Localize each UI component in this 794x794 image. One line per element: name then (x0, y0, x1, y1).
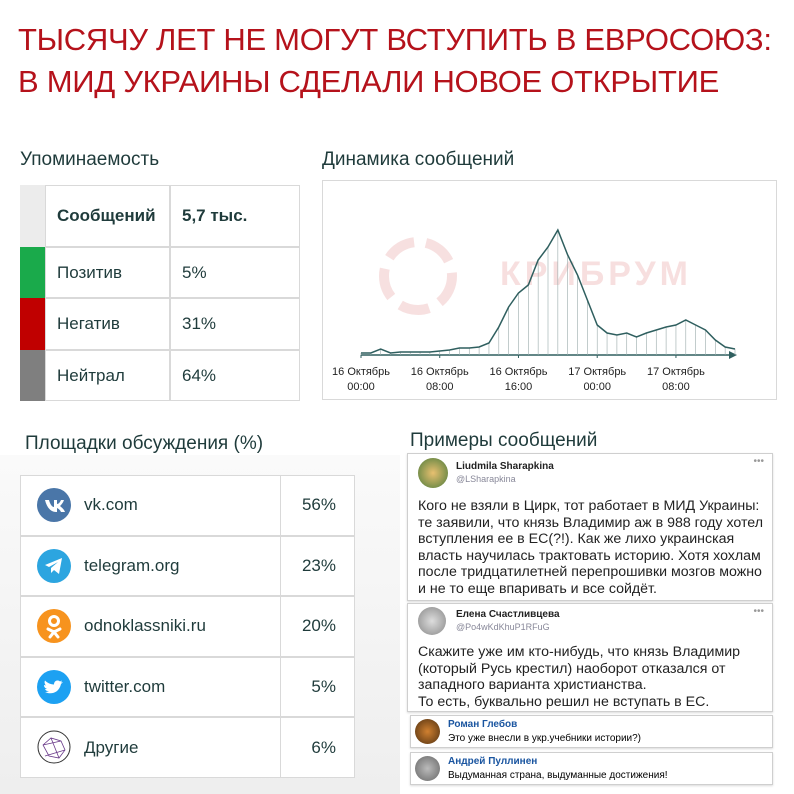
post-author: Роман Глебов (448, 719, 518, 730)
icon (37, 548, 71, 583)
row-value: 5% (170, 247, 300, 298)
icon (37, 730, 71, 764)
row-value: 64% (170, 350, 300, 401)
platform-name: twitter.com (20, 656, 281, 718)
icon (37, 669, 71, 704)
section-title: Упоминаемость (20, 149, 160, 170)
icon (37, 488, 71, 522)
series-line (361, 228, 736, 354)
platform-icon (37, 609, 71, 644)
post-card: Liudmila Sharapkina @LSharapkina ••• Ког… (407, 453, 773, 601)
platform-icon (37, 730, 71, 764)
title-line: В МИД УКРАИНЫ СДЕЛАЛИ НОВОЕ ОТКРЫТИЕ (18, 64, 719, 99)
x-tick-label: 17 Октябрь 08:00 (646, 366, 705, 393)
color-strip (20, 298, 45, 350)
x-tick-label: 16 Октябрь 08:00 (410, 366, 469, 393)
post-text: Это уже внесли в укр.учебники истории?) (448, 733, 642, 744)
icon (37, 609, 71, 644)
menu-dots[interactable]: ••• (753, 456, 764, 467)
x-tick-label: 16 Октябрь 00:00 (332, 366, 390, 393)
avatar (418, 607, 446, 635)
row-label: Позитив (45, 247, 170, 298)
avatar (418, 458, 448, 488)
post-text: Скажите уже им кто-нибудь, что князь Вла… (418, 644, 741, 710)
color-strip (20, 247, 45, 298)
section-title: Площадки обсуждения (%) (25, 433, 264, 454)
post-card: Роман Глебов Это уже внесли в укр.учебни… (410, 715, 773, 748)
platform-value: 5% (280, 656, 355, 718)
post-handle: @Po4wKdKhuP1RFuG (456, 622, 550, 632)
post-handle: @LSharapkina (456, 474, 516, 484)
section-title: Динамика сообщений (322, 149, 515, 170)
post-text: Выдуманная страна, выдуманные достижения… (448, 770, 668, 781)
avatar (415, 719, 440, 744)
platform-value: 56% (280, 475, 355, 536)
post-author: Андрей Пуллинен (448, 756, 538, 767)
platform-icon (37, 548, 71, 583)
row-value: 31% (170, 298, 300, 350)
color-strip (20, 350, 45, 401)
section-title: Примеры сообщений (410, 430, 598, 451)
x-tick-label: 17 Октябрь 00:00 (568, 366, 627, 393)
post-author: Елена Счастливцева (456, 609, 560, 620)
post-card: Елена Счастливцева @Po4wKdKhuP1RFuG ••• … (407, 603, 773, 712)
row-label: Сообщений (45, 185, 170, 247)
chart-frame (322, 180, 777, 400)
platform-value: 6% (280, 717, 355, 778)
platform-value: 23% (280, 535, 355, 597)
post-card: Андрей Пуллинен Выдуманная страна, выдум… (410, 752, 773, 785)
post-text: Кого не взяли в Цирк, тот работает в МИД… (418, 498, 763, 597)
row-label: Нейтрал (45, 350, 170, 401)
watermark-logo (379, 237, 457, 315)
row-value: 5,7 тыс. (170, 185, 300, 247)
title-line: ТЫСЯЧУ ЛЕТ НЕ МОГУТ ВСТУПИТЬ В ЕВРОСОЮЗ: (18, 22, 772, 57)
x-tick-label: 16 Октябрь 16:00 (489, 366, 548, 393)
platform-icon (37, 669, 71, 704)
post-author: Liudmila Sharapkina (456, 461, 554, 472)
row-label: Негатив (45, 298, 170, 350)
color-strip (20, 185, 45, 247)
platform-icon (37, 488, 71, 522)
axis-arrow (729, 351, 737, 359)
menu-dots[interactable]: ••• (753, 606, 764, 617)
platform-value: 20% (280, 596, 355, 657)
watermark: КРИБРУМ (500, 255, 692, 293)
avatar (415, 756, 440, 781)
platform-name: vk.com (20, 475, 281, 536)
